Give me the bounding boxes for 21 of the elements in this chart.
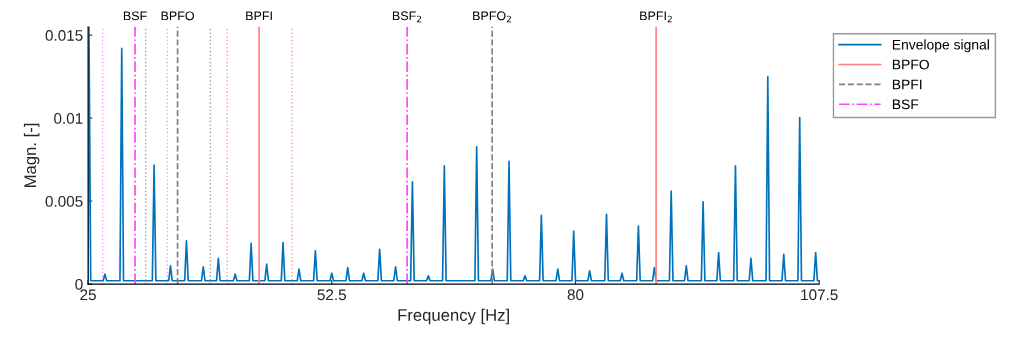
- annotation: BPFO$_{2}$: [473, 11, 511, 23]
- legend-label: BPFI: [892, 79, 922, 90]
- annotation: BPFI$_{2}$: [640, 11, 672, 23]
- annotation: BPFI: [246, 11, 272, 21]
- legend-label: BSF: [892, 99, 919, 110]
- legend-label: Envelope signal: [892, 39, 989, 53]
- x-axis-title: Frequency [Hz]: [398, 308, 509, 325]
- annotation: BSF: [123, 11, 147, 21]
- y-tick-label: 0: [75, 278, 83, 290]
- annotation: BPFO: [161, 11, 194, 21]
- line-series: [88, 26, 820, 282]
- x-tick-label: 107.5: [801, 289, 838, 301]
- legend-label: BPFO: [892, 59, 929, 70]
- x-tick-label: 52.5: [317, 289, 346, 301]
- annotation: BSF$_{2}$: [392, 11, 422, 23]
- y-tick-label: 0.005: [45, 195, 83, 207]
- x-tick-label: 80: [567, 289, 584, 301]
- y-tick-label: 0.01: [54, 113, 83, 124]
- y-tick-label: 0.015: [45, 30, 83, 41]
- y-axis-title: Magn. [-]: [23, 123, 40, 187]
- x-tick-label: 25: [80, 289, 96, 301]
